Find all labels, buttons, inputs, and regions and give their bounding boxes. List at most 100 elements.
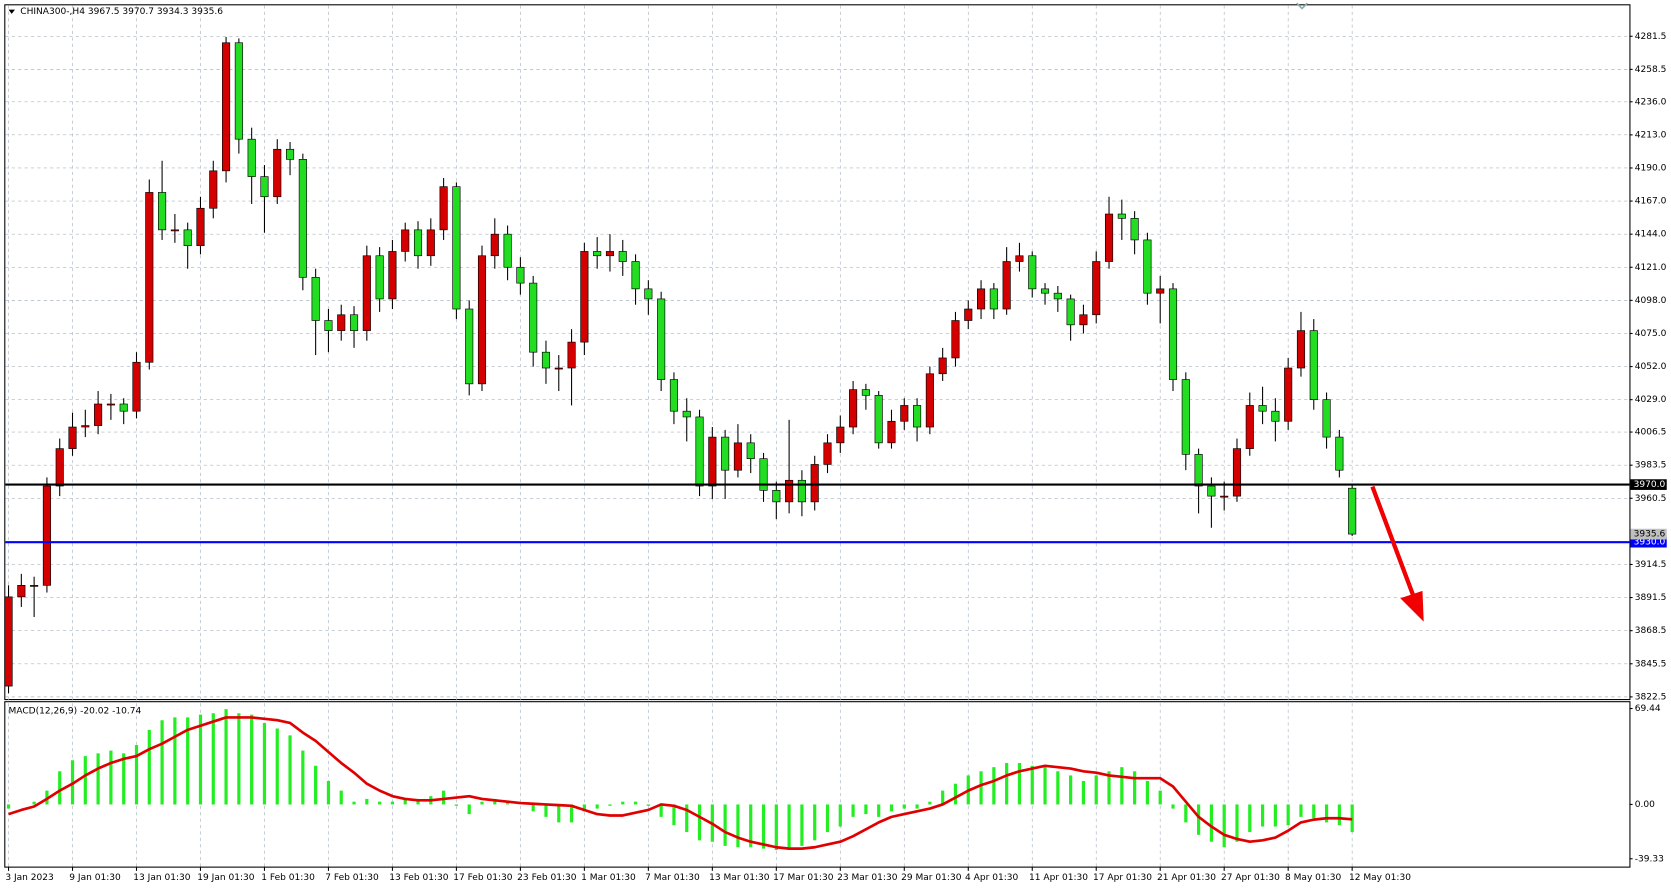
y-tick-label: 3845.5 <box>1635 659 1667 669</box>
candle-body <box>874 395 883 444</box>
candle-body <box>797 479 806 503</box>
candle-body <box>55 448 64 487</box>
candle-body <box>132 361 141 412</box>
candle-body <box>1220 495 1229 498</box>
x-tick-label: 8 May 01:30 <box>1285 873 1342 883</box>
y-tick-label: 4006.5 <box>1635 428 1667 438</box>
candle-body <box>1232 448 1242 497</box>
candle-body <box>964 308 973 321</box>
candle-body <box>1117 213 1126 219</box>
candle-body <box>1079 314 1088 326</box>
candle-body <box>1271 410 1280 422</box>
candle-body <box>286 148 295 160</box>
candle-body <box>1092 261 1101 316</box>
candle-body <box>490 233 499 257</box>
menu-arrow[interactable] <box>8 9 15 14</box>
last-price-box <box>1630 528 1667 540</box>
last-price-label: 3935.6 <box>1634 530 1666 540</box>
y-tick-label: 4190.0 <box>1635 163 1667 173</box>
candle-body <box>1156 288 1165 294</box>
candle-body <box>925 373 934 428</box>
candle-body <box>1040 288 1050 294</box>
candle-body <box>196 207 205 247</box>
candle-body <box>81 425 90 428</box>
x-tick-label: 17 Feb 01:30 <box>453 873 513 883</box>
y-tick-label: 3914.5 <box>1635 560 1667 570</box>
candle-body <box>362 255 371 331</box>
x-tick-label: 23 Mar 01:30 <box>837 873 898 883</box>
level-label-box <box>1630 536 1667 548</box>
candle-body <box>1002 261 1011 310</box>
candle-body <box>1309 330 1318 400</box>
candle-body <box>580 251 589 343</box>
y-tick-label: 3822.5 <box>1635 692 1667 702</box>
candle-body <box>669 379 678 412</box>
candle-body <box>977 288 986 310</box>
y-tick-label: 4121.0 <box>1635 263 1667 273</box>
candle-body <box>158 192 167 231</box>
candle-body <box>849 389 858 428</box>
y-tick-label: 4052.0 <box>1635 362 1667 372</box>
arrow-shaft <box>1370 485 1417 599</box>
x-tick-label: 17 Apr 01:30 <box>1093 873 1152 883</box>
x-tick-label: 19 Jan 01:30 <box>197 873 255 883</box>
candle-body <box>4 596 13 687</box>
candle-body <box>644 288 653 300</box>
candle-body <box>516 266 525 284</box>
candle-body <box>452 186 461 310</box>
candle-body <box>324 320 333 331</box>
chart-title: CHINA300-,H4 3967.5 3970.7 3934.3 3935.6 <box>20 7 223 17</box>
candle-body <box>1296 330 1306 369</box>
candle-body <box>94 403 103 426</box>
candle-body <box>989 288 998 310</box>
x-tick-label: 7 Mar 01:30 <box>645 873 700 883</box>
candle-body <box>810 464 819 503</box>
y-tick-label: 4029.0 <box>1635 395 1667 405</box>
candle-body <box>733 442 742 471</box>
candle-body <box>426 229 435 257</box>
y-tick-label: 0.00 <box>1635 800 1655 810</box>
level-label: 3970.0 <box>1634 480 1666 490</box>
macd-title: MACD(12,26,9) -20.02 -10.74 <box>9 706 142 716</box>
candle-body <box>375 255 384 300</box>
signal-line <box>8 716 1353 850</box>
candle-body <box>951 320 960 359</box>
candle-body <box>145 192 154 363</box>
candle-body <box>439 186 448 231</box>
x-tick-label: 13 Feb 01:30 <box>389 873 449 883</box>
candle-body <box>1143 239 1152 294</box>
candle-body <box>861 389 870 396</box>
candle-body <box>209 170 218 209</box>
x-tick-label: 7 Feb 01:30 <box>325 873 379 883</box>
candle-body <box>30 585 39 587</box>
candle-body <box>1245 405 1254 449</box>
candle-body <box>900 405 909 422</box>
candle-body <box>1322 399 1331 438</box>
x-tick-label: 1 Mar 01:30 <box>581 873 636 883</box>
candle-body <box>605 251 615 257</box>
candle-body <box>529 282 538 353</box>
candle-body <box>567 341 576 369</box>
candle-body <box>465 308 474 385</box>
candle-body <box>1335 436 1344 471</box>
candle-body <box>234 42 243 140</box>
y-tick-label: 3983.5 <box>1635 461 1667 471</box>
x-tick-label: 21 Apr 01:30 <box>1157 873 1216 883</box>
candle-body <box>1066 298 1075 326</box>
shift-marker <box>1296 2 1308 10</box>
candle-body <box>311 277 320 321</box>
candle-body <box>170 229 179 232</box>
level-label-box <box>1630 479 1667 490</box>
candle-body <box>1284 367 1293 422</box>
candle-body <box>1104 213 1114 262</box>
candle-body <box>708 436 717 487</box>
y-tick-label: 3891.5 <box>1635 593 1667 603</box>
candle-body <box>541 351 551 369</box>
candle-body <box>183 229 192 247</box>
y-tick-label: 4075.0 <box>1635 329 1667 339</box>
x-tick-label: 27 Apr 01:30 <box>1221 873 1280 883</box>
candle-body <box>682 410 691 418</box>
candle-body <box>42 485 51 586</box>
candle-body <box>759 458 768 491</box>
